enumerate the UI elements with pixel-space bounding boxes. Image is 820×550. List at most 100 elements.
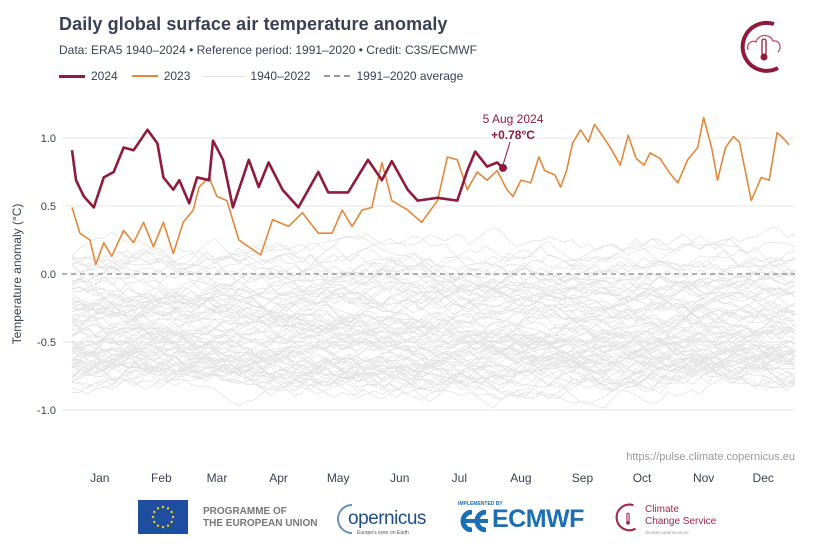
legend: 2024 2023 1940–2022 1991–2020 average [59, 69, 469, 83]
background-year-line [71, 334, 796, 373]
legend-item-1940-2022[interactable]: 1940–2022 [204, 69, 310, 83]
legend-item-2023[interactable]: 2023 [131, 69, 191, 83]
background-year-line [71, 254, 796, 287]
ccs-logo-text: Climate Change Service [645, 504, 716, 528]
background-year-line [71, 255, 796, 299]
eu-star-icon [153, 520, 156, 524]
x-tick-label: Aug [510, 471, 531, 485]
x-tick-label: Feb [151, 471, 172, 485]
eu-star-icon [170, 510, 173, 514]
source-url: https://pulse.climate.copernicus.eu [626, 451, 795, 463]
background-year-line [71, 343, 796, 400]
background-year-line [71, 298, 796, 345]
annotation-point [499, 163, 508, 172]
background-year-line [71, 294, 796, 343]
x-tick-label: Sep [572, 471, 594, 485]
background-year-line [71, 235, 796, 295]
eu-text-line: THE EUROPEAN UNION [203, 518, 318, 529]
background-year-line [71, 257, 796, 315]
series-line-2023 [71, 116, 790, 266]
background-year-line [71, 294, 796, 336]
background-year-line [71, 328, 796, 379]
legend-swatch-average [324, 75, 351, 77]
background-year-line [71, 317, 796, 365]
background-year-line [71, 332, 796, 375]
y-tick-label: 0.0 [41, 269, 56, 281]
copernicus-logo-arc [337, 504, 353, 534]
chart-title: Daily global surface air temperature ano… [59, 14, 448, 34]
background-year-line [71, 343, 796, 401]
chart-plot: 1.0 0.5 0.0 -0.5 -1.0 Temperature anomaly (°C… [10, 112, 796, 485]
legend-label: 1940–2022 [250, 69, 311, 83]
ecmwf-symbol [460, 510, 488, 532]
background-year-line [71, 356, 796, 405]
eu-programme-text: PROGRAMME OF THE EUROPEAN UNION [203, 506, 317, 530]
background-year-line [71, 259, 796, 295]
legend-swatch-2023 [131, 75, 158, 77]
background-year-line [71, 306, 796, 340]
background-year-line [71, 308, 796, 359]
eu-text-line: PROGRAMME OF [203, 506, 287, 517]
ccs-text-line: Climate [645, 504, 679, 515]
x-tick-label: Jul [452, 471, 467, 485]
legend-swatch-2024 [59, 74, 85, 78]
background-year-line [71, 269, 796, 306]
legend-label: 2024 [91, 69, 118, 83]
implemented-by-label: IMPLEMENTED BY [458, 501, 503, 507]
series-halo-2023 [70, 115, 791, 267]
x-tick-label: Jan [90, 471, 109, 485]
ccs-logo-icon [615, 503, 636, 532]
background-year-line [71, 282, 796, 326]
x-tick-label: Oct [633, 471, 652, 485]
y-tick-label: -0.5 [37, 337, 56, 349]
eu-star-icon [166, 524, 170, 527]
eu-flag-logo [138, 500, 188, 534]
x-tick-label: Apr [269, 471, 288, 485]
legend-label: 1991–2020 average [356, 69, 464, 83]
background-year-line [71, 286, 796, 332]
background-year-line [71, 350, 796, 405]
ccs-url: climate.copernicus.eu [645, 530, 689, 535]
x-tick-label: Jun [390, 471, 409, 485]
copernicus-logo: opernicus [348, 508, 426, 529]
legend-swatch-1940-2022 [204, 75, 245, 77]
background-year-line [71, 226, 796, 281]
background-year-line [71, 283, 796, 332]
y-axis-label: Temperature anomaly (°C) [10, 204, 24, 345]
background-year-line [71, 327, 796, 382]
background-year-line [71, 240, 796, 280]
background-year-line [71, 297, 796, 337]
eu-star-icon [153, 510, 156, 514]
annotation-leader [502, 141, 511, 166]
background-year-line [71, 313, 796, 358]
background-year-line [71, 276, 796, 310]
background-year-line [71, 341, 796, 381]
background-year-line [71, 279, 796, 333]
y-tick-label: 0.5 [41, 201, 56, 213]
y-tick-label: -1.0 [37, 405, 56, 417]
x-tick-label: Nov [693, 471, 714, 485]
climate-change-service-icon [740, 20, 781, 73]
eu-star-icon [161, 505, 165, 509]
ecmwf-logo: ECMWF [492, 505, 584, 533]
background-year-line [71, 232, 796, 277]
x-tick-label: May [327, 471, 350, 485]
copernicus-tagline: Europe's eyes on Earth [357, 530, 409, 536]
background-year-line [71, 262, 796, 318]
background-year-line [71, 320, 796, 374]
eu-star-icon [171, 515, 175, 519]
legend-label: 2023 [163, 69, 191, 83]
x-tick-label: Dec [753, 471, 774, 485]
background-year-line [71, 336, 796, 379]
background-year-line [71, 276, 796, 316]
chart-subtitle: Data: ERA5 1940–2024 • Reference period:… [59, 43, 477, 57]
background-year-line [71, 347, 796, 389]
eu-star-icon [170, 520, 173, 524]
background-year-line [71, 235, 796, 278]
eu-star-icon [156, 507, 160, 510]
ccs-text-line: Change Service [645, 516, 717, 527]
legend-item-2024[interactable]: 2024 [59, 69, 118, 83]
legend-item-average[interactable]: 1991–2020 average [324, 69, 463, 83]
eu-star-icon [161, 525, 165, 529]
annotation-date: 5 Aug 2024 [483, 112, 544, 126]
